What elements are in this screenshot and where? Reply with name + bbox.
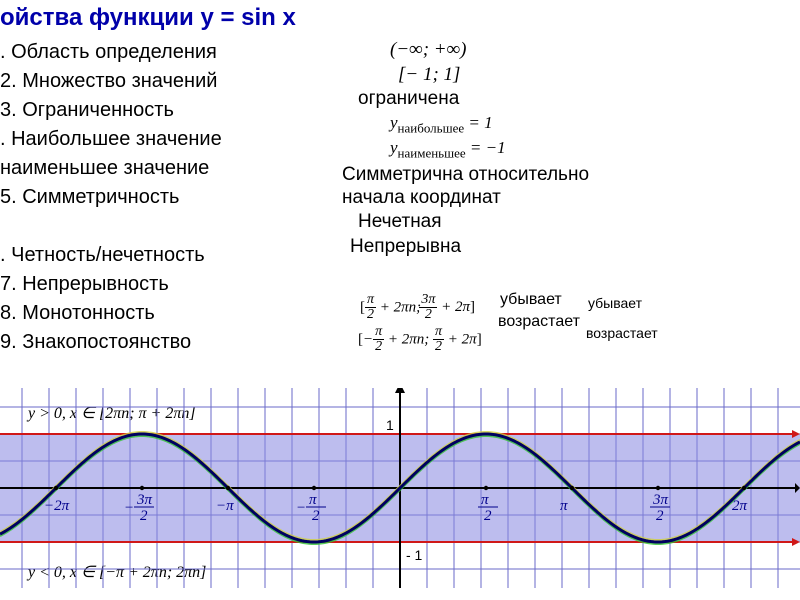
prop-domain: . Область определения: [0, 38, 330, 67]
svg-text:−2π: −2π: [44, 498, 70, 514]
svg-text:2: 2: [656, 508, 664, 524]
mono-dec-label-2: убывает: [588, 295, 642, 311]
svg-text:−: −: [124, 500, 134, 516]
prop-bounded: 3. Ограниченность: [0, 96, 330, 125]
prop-range: 2. Множество значений: [0, 67, 330, 96]
page-title: ойства функции y = sin x: [0, 4, 296, 32]
prop-symmetry: 5. Симметричность: [0, 183, 330, 212]
mono-dec-label-1: убывает: [500, 291, 562, 309]
y-tick-neg1: - 1: [406, 547, 423, 563]
ans-continuity: Непрерывна: [350, 235, 790, 260]
mono-increasing: [−π2 + 2πn; π2 + 2π] возрастает возраста…: [358, 325, 482, 354]
svg-text:2: 2: [312, 508, 320, 524]
prop-min: наименьшее значение: [0, 154, 330, 183]
mono-decreasing: [π2 + 2πn; 3π2 + 2π] убывает убывает: [360, 293, 481, 322]
ans-min: yнаименьшее = −1: [390, 137, 790, 162]
sine-chart: 1 - 1 −2π−3π2−π−π2π2π3π22π: [0, 388, 800, 588]
prop-parity: . Четность/нечетность: [0, 241, 330, 270]
svg-text:π: π: [560, 498, 568, 514]
prop-max: . Наибольшее значение: [0, 125, 330, 154]
y-tick-1: 1: [386, 417, 394, 433]
svg-text:−: −: [296, 500, 306, 516]
mono-inc-label-2: возрастает: [586, 325, 658, 341]
svg-text:2: 2: [484, 508, 492, 524]
arrow-icon: [395, 388, 405, 393]
svg-text:2: 2: [140, 508, 148, 524]
svg-text:2π: 2π: [732, 498, 748, 514]
prop-sign: 9. Знакопостоянство: [0, 328, 330, 357]
mono-inc-label-1: возрастает: [498, 313, 580, 331]
svg-text:π: π: [481, 492, 489, 508]
prop-blank: [0, 212, 330, 241]
prop-continuity: 7. Непрерывность: [0, 270, 330, 299]
svg-text:3π: 3π: [136, 492, 153, 508]
ans-symmetry: Симметрична относительноначала координат: [342, 163, 790, 211]
svg-text:−π: −π: [216, 498, 234, 514]
ans-max: yнаибольшее = 1: [390, 112, 790, 137]
svg-text:π: π: [309, 492, 317, 508]
answers-column: (−∞; +∞) [− 1; 1] ограничена yнаибольшее…: [350, 38, 790, 260]
ans-domain: (−∞; +∞): [390, 38, 790, 63]
ans-bounded: ограничена: [358, 87, 790, 112]
ans-parity: Нечетная: [358, 210, 790, 235]
prop-monotonic: 8. Монотонность: [0, 299, 330, 328]
properties-list: . Область определения 2. Множество значе…: [0, 38, 330, 357]
svg-text:3π: 3π: [652, 492, 669, 508]
ans-range: [− 1; 1]: [398, 63, 790, 88]
